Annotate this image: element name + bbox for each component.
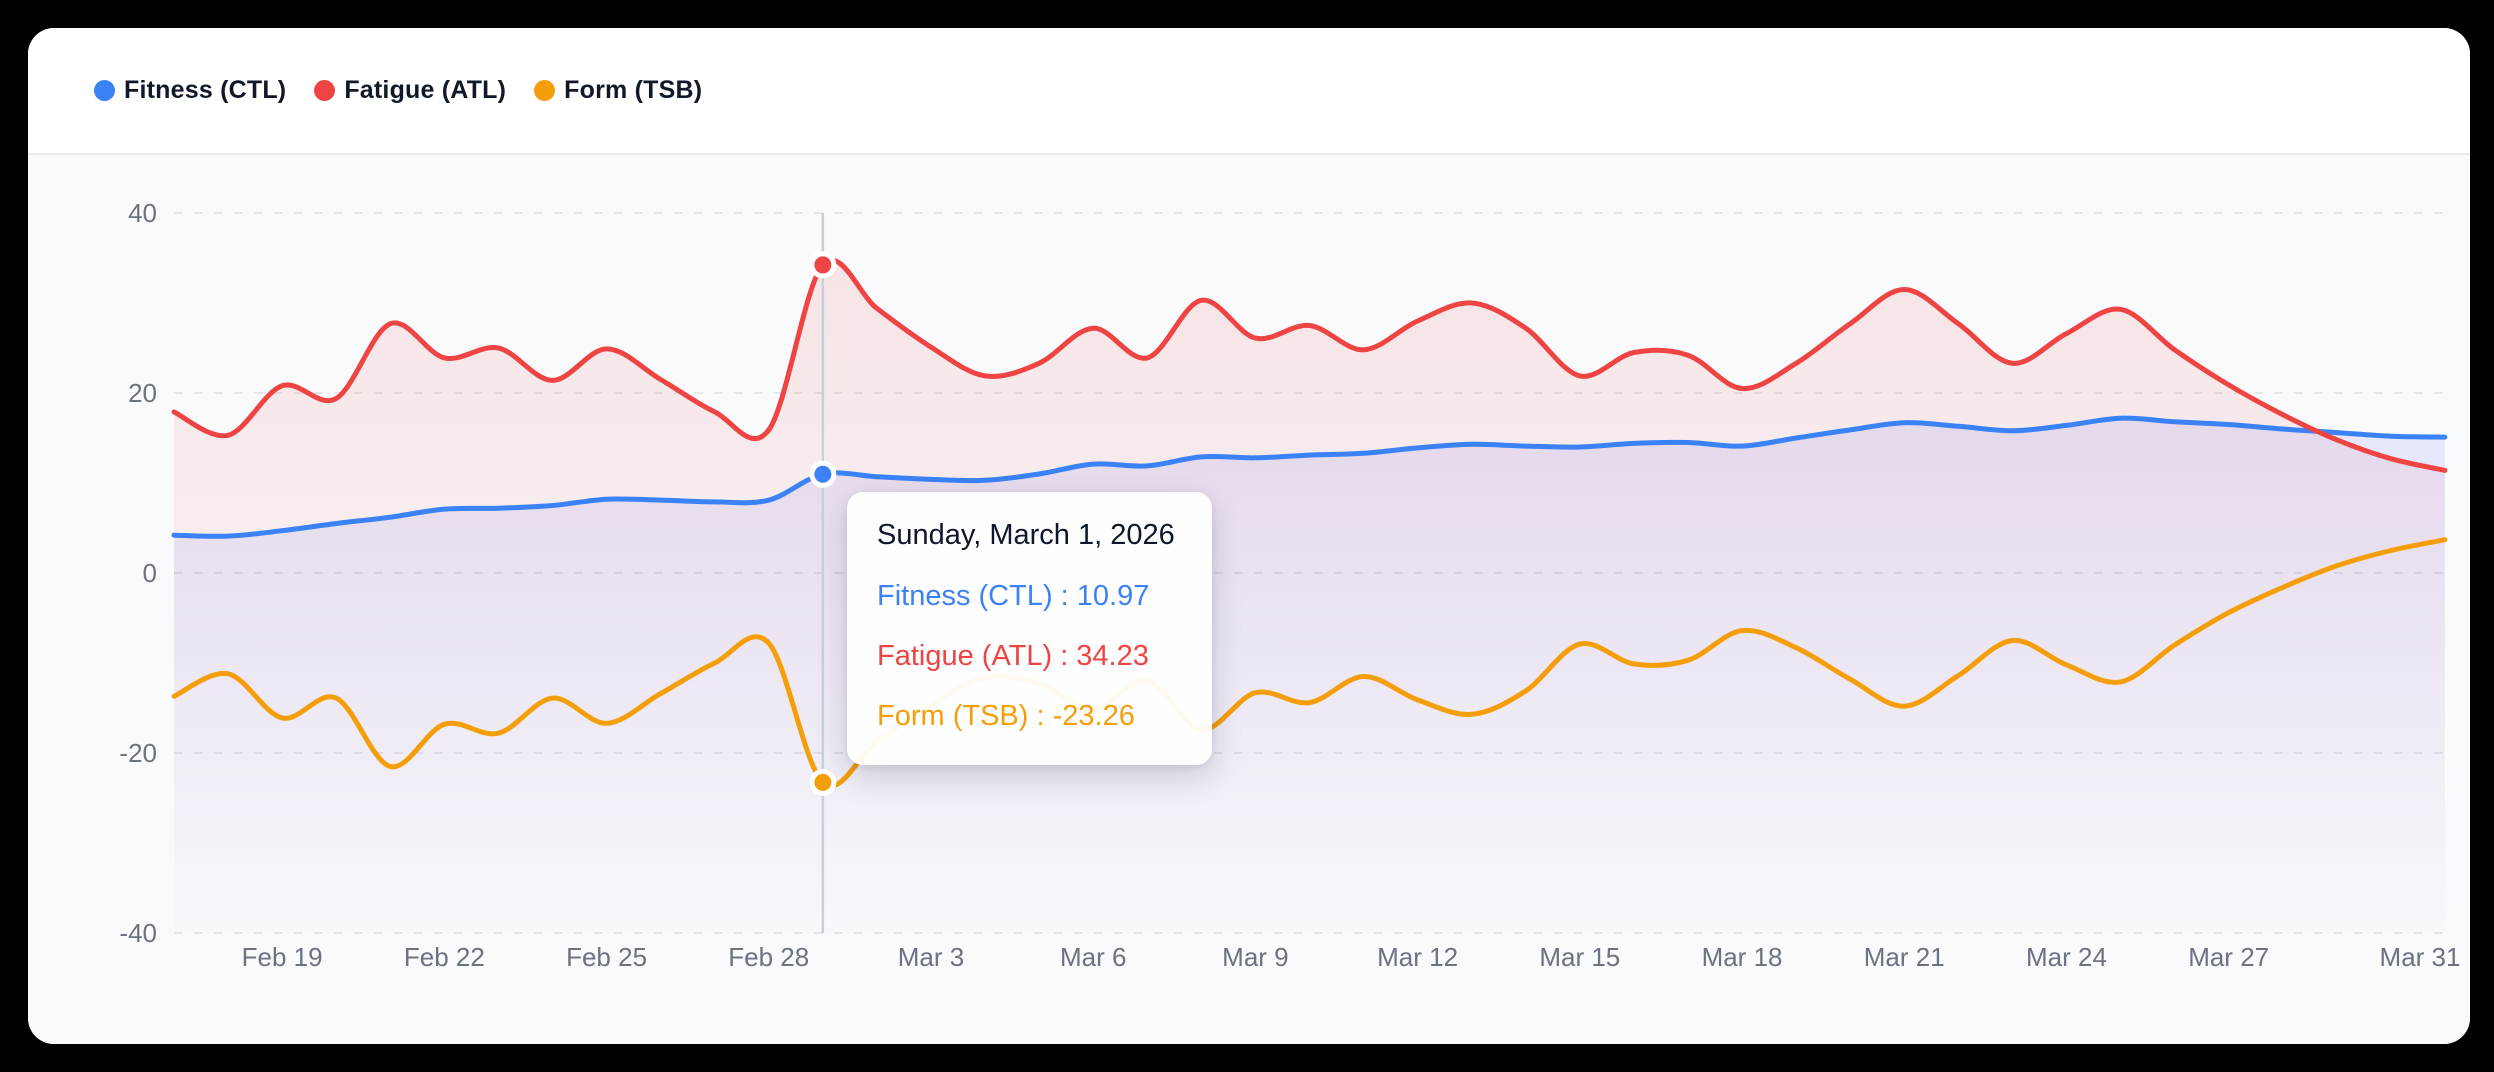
form-legend-dot-icon xyxy=(534,80,556,101)
legend-item-fitness[interactable]: Fitness (CTL) xyxy=(94,76,286,105)
legend-label-form: Form (TSB) xyxy=(564,76,703,104)
legend-label-fitness: Fitness (CTL) xyxy=(124,76,287,104)
tooltip-row-form: Form (TSB) : -23.26 xyxy=(877,700,1135,732)
legend-item-form[interactable]: Form (TSB) xyxy=(534,76,702,105)
fatigue-legend-dot-icon xyxy=(314,80,336,101)
chart-plot-area[interactable] xyxy=(28,155,2470,1044)
legend-item-fatigue[interactable]: Fatigue (ATL) xyxy=(314,76,506,105)
legend-divider xyxy=(28,153,2470,155)
legend: Fitness (CTL) Fatigue (ATL) Form (TSB) xyxy=(28,28,2470,153)
chart-card: Fitness (CTL) Fatigue (ATL) Form (TSB) xyxy=(28,28,2470,1044)
tooltip-date-title: Sunday, March 1, 2026 xyxy=(877,519,1175,551)
fitness-legend-dot-icon xyxy=(94,80,115,101)
tooltip-row-fitness: Fitness (CTL) : 10.97 xyxy=(877,580,1150,612)
chart-tooltip: Sunday, March 1, 2026 Fitness (CTL) : 10… xyxy=(847,492,1212,765)
tooltip-row-fatigue: Fatigue (ATL) : 34.23 xyxy=(877,640,1149,672)
legend-label-fatigue: Fatigue (ATL) xyxy=(344,76,507,104)
